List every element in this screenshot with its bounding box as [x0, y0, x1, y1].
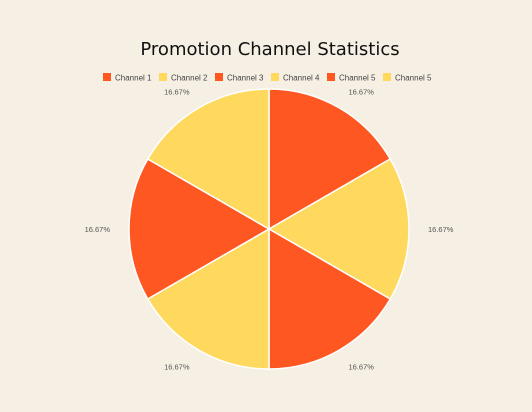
legend-swatch-3 — [215, 73, 223, 81]
legend-swatch-6 — [383, 73, 391, 81]
slice-label-3: 16.67% — [349, 363, 375, 372]
legend-swatch-1 — [103, 73, 111, 81]
slice-label-2: 16.67% — [428, 225, 454, 234]
pie-slice-5[interactable] — [128, 157, 271, 301]
legend-swatch-2 — [159, 73, 167, 81]
pie-slice-6[interactable] — [146, 88, 270, 231]
legend: Channel 1 Channel 2 Channel 3 Channel 4 Chan… — [103, 73, 432, 83]
legend-label-5: Channel 5 — [339, 74, 376, 83]
legend-item-5[interactable]: Channel 5 — [327, 73, 376, 83]
legend-item-4[interactable]: Channel 4 — [271, 73, 320, 83]
slice-label-4: 16.67% — [164, 363, 190, 372]
pie-slice-1[interactable] — [268, 88, 392, 231]
slice-label-5: 16.67% — [85, 225, 111, 234]
legend-swatch-5 — [327, 73, 335, 81]
pie-slice-2[interactable] — [267, 157, 410, 301]
legend-label-6: Channel 5 — [395, 74, 432, 83]
legend-swatch-4 — [271, 73, 279, 81]
legend-label-1: Channel 1 — [115, 74, 152, 83]
pie-slices — [128, 88, 410, 370]
pie-slice-3[interactable] — [268, 227, 392, 370]
legend-item-3[interactable]: Channel 3 — [215, 73, 264, 83]
legend-item-6[interactable]: Channel 5 — [383, 73, 432, 83]
legend-item-1[interactable]: Channel 1 — [103, 73, 152, 83]
slice-label-6: 16.67% — [164, 87, 190, 96]
slice-label-1: 16.67% — [349, 87, 375, 96]
legend-label-2: Channel 2 — [171, 74, 208, 83]
legend-label-3: Channel 3 — [227, 74, 264, 83]
legend-item-2[interactable]: Channel 2 — [159, 73, 208, 83]
chart-title: Promotion Channel Statistics — [140, 39, 399, 60]
pie-slice-4[interactable] — [146, 227, 270, 370]
slice-labels: 16.67% 16.67% 16.67% 16.67% 16.67% 16.67% — [85, 87, 454, 371]
legend-label-4: Channel 4 — [283, 74, 320, 83]
